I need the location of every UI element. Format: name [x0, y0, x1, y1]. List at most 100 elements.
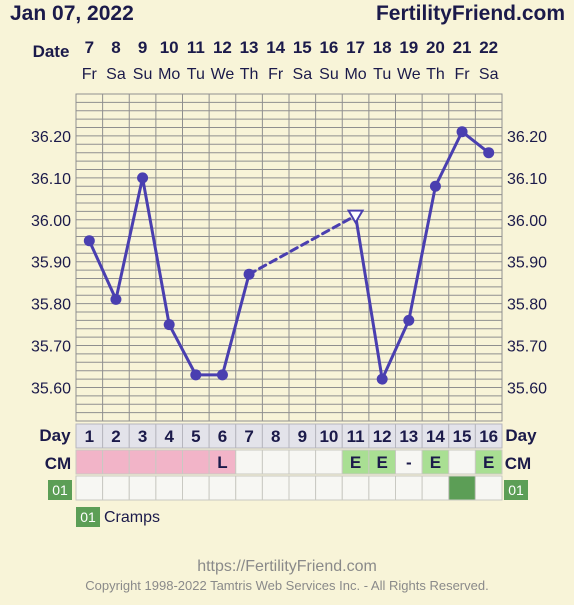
- cycle-day-cell: [75, 423, 104, 449]
- date-number: 15: [293, 38, 312, 57]
- y-tick-label-right: 36.00: [507, 213, 547, 230]
- cycle-day-number: 13: [399, 427, 418, 446]
- y-tick-label-left: 35.70: [31, 339, 71, 356]
- day-of-week: Th: [240, 66, 259, 83]
- cycle-day-cell: [368, 423, 396, 449]
- date-number: 11: [187, 38, 205, 57]
- symptom-cell: [474, 475, 503, 501]
- cycle-day-number: 10: [319, 427, 338, 446]
- symptom-cell: [261, 475, 290, 501]
- symptom-cell: [395, 475, 423, 501]
- day-of-week: Fr: [268, 66, 284, 83]
- cm-cell: [208, 449, 237, 475]
- cycle-day-number: 16: [479, 427, 498, 446]
- cycle-day-number: 4: [164, 427, 174, 446]
- day-of-week: Sa: [106, 66, 126, 83]
- symptom-cell: [288, 475, 317, 501]
- cycle-day-cell: [315, 423, 343, 449]
- symptom-cell: [208, 475, 237, 501]
- footer-url[interactable]: https://FertilityFriend.com: [197, 558, 377, 575]
- temperature-line-segment: [167, 323, 198, 377]
- temperature-point: [376, 373, 388, 385]
- y-tick-label-left: 36.10: [31, 171, 71, 188]
- y-tick-label-right: 35.80: [507, 297, 547, 314]
- day-of-week: Th: [426, 66, 445, 83]
- symptom-badge-right-code: 01: [508, 482, 524, 498]
- day-of-week: Mo: [158, 66, 180, 83]
- cm-cell: [341, 449, 370, 475]
- cm-cell: [395, 449, 423, 475]
- date-number: 7: [85, 38, 94, 57]
- cycle-day-number: 12: [373, 427, 392, 446]
- day-of-week: Mo: [344, 66, 366, 83]
- cycle-day-number: 9: [298, 427, 307, 446]
- date-number: 8: [111, 38, 120, 57]
- temperature-point: [216, 369, 228, 381]
- temperature-point: [83, 235, 95, 247]
- plot-border: [75, 93, 503, 422]
- symptom-badge-left-code: 01: [52, 482, 68, 498]
- symptom-cell: [315, 475, 343, 501]
- temperature-line-segment: [407, 184, 437, 322]
- symptom-cell: [421, 475, 450, 501]
- cycle-day-number: 5: [191, 427, 200, 446]
- cycle-day-number: 11: [347, 427, 365, 446]
- date-number: 19: [399, 38, 418, 57]
- temperature-point: [243, 268, 255, 280]
- temperature-point: [429, 180, 441, 192]
- day-of-week: Su: [319, 66, 339, 83]
- cycle-day-number: 6: [218, 427, 227, 446]
- y-tick-label-right: 36.20: [507, 129, 547, 146]
- temperature-point: [190, 369, 202, 381]
- y-tick-label-right: 35.70: [507, 339, 547, 356]
- day-of-week: Fr: [82, 66, 98, 83]
- cm-cell: [288, 449, 317, 475]
- cycle-day-cell: [395, 423, 423, 449]
- cm-label-right: CM: [505, 454, 531, 473]
- date-number: 9: [138, 38, 147, 57]
- cycle-day-number: 1: [85, 427, 94, 446]
- date-number: 14: [266, 38, 285, 57]
- day-of-week: Fr: [455, 66, 471, 83]
- day-of-week: Tu: [373, 66, 391, 83]
- date-number: 21: [453, 38, 472, 57]
- cycle-day-cell: [341, 423, 370, 449]
- temperature-point-excluded: [346, 209, 365, 225]
- day-row-label-right: Day: [505, 426, 537, 445]
- footer-copyright: Copyright 1998-2022 Tamtris Web Services…: [85, 578, 488, 593]
- y-tick-label-left: 35.60: [31, 380, 71, 397]
- date-row-label: Date: [33, 42, 70, 61]
- cycle-day-cell: [182, 423, 210, 449]
- cm-value: E: [377, 453, 388, 472]
- cm-value: E: [350, 453, 361, 472]
- day-row-label-left: Day: [39, 426, 71, 445]
- temperature-line-segment: [354, 214, 384, 381]
- date-number: 18: [373, 38, 392, 57]
- y-tick-label-left: 35.90: [31, 255, 71, 272]
- symptom-cell: [128, 475, 157, 501]
- date-number: 13: [240, 38, 259, 57]
- brand-name[interactable]: FertilityFriend.com: [376, 2, 565, 25]
- cm-cell: [75, 449, 104, 475]
- y-tick-label-right: 35.60: [507, 380, 547, 397]
- y-tick-label-left: 36.20: [31, 129, 71, 146]
- cycle-day-cell: [155, 423, 183, 449]
- temperature-line-segment: [114, 176, 145, 301]
- symptom-badge-right: [504, 480, 528, 500]
- temperature-line-segment: [380, 318, 411, 381]
- day-of-week: Sa: [479, 66, 499, 83]
- temperature-point: [483, 147, 495, 159]
- temperature-point: [456, 126, 468, 138]
- day-of-week: Tu: [187, 66, 205, 83]
- y-tick-label-right: 35.90: [507, 255, 547, 272]
- cm-value: L: [217, 453, 227, 472]
- cm-value: E: [430, 453, 441, 472]
- cycle-day-cell: [128, 423, 157, 449]
- cycle-day-number: 15: [453, 427, 472, 446]
- symptom-cell: [368, 475, 396, 501]
- temperature-line-segment: [460, 130, 491, 155]
- y-tick-label-left: 36.00: [31, 213, 71, 230]
- temperature-line-segment: [87, 239, 118, 301]
